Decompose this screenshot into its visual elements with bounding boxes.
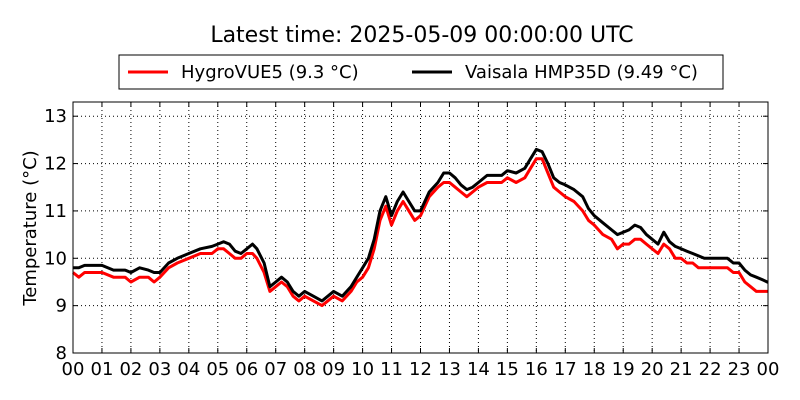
y-tick-label: 11 — [44, 201, 67, 222]
chart-title: Latest time: 2025-05-09 00:00:00 UTC — [210, 23, 633, 48]
x-tick-label: 02 — [119, 359, 142, 380]
axis-ticks: 00 01 02 03 04 05 06 07 08 09 10 11 12 13 14 15 16 17 18 19… — [44, 102, 779, 380]
y-tick-label: 9 — [56, 296, 67, 317]
x-tick-label: 21 — [670, 359, 693, 380]
x-tick-label: 06 — [235, 359, 258, 380]
x-tick-label: 01 — [91, 359, 114, 380]
x-tick-label: 11 — [380, 359, 403, 380]
x-tick-label: 23 — [728, 359, 751, 380]
x-tick-label: 08 — [293, 359, 316, 380]
x-tick-label: 04 — [177, 359, 200, 380]
x-tick-label: 22 — [699, 359, 722, 380]
y-axis-label: Temperature (°C) — [20, 150, 41, 306]
x-tick-label: 12 — [409, 359, 432, 380]
x-tick-label: 03 — [148, 359, 171, 380]
legend-label-vaisala: Vaisala HMP35D (9.49 °C) — [465, 62, 698, 83]
legend: HygroVUE5 (9.3 °C) Vaisala HMP35D (9.49 … — [118, 54, 724, 90]
legend-label-hygrovue5: HygroVUE5 (9.3 °C) — [181, 62, 359, 83]
plot-frame — [72, 101, 769, 354]
y-tick-label: 8 — [56, 343, 67, 364]
x-tick-label: 19 — [612, 359, 635, 380]
x-tick-label: 09 — [322, 359, 345, 380]
x-tick-label: 00 — [62, 359, 85, 380]
x-tick-label: 17 — [554, 359, 577, 380]
x-tick-label: 18 — [583, 359, 606, 380]
series-line-vaisala — [73, 147, 769, 303]
x-tick-label: 16 — [525, 359, 548, 380]
grid-lines — [73, 102, 768, 353]
x-tick-label: 13 — [438, 359, 461, 380]
series-line-hygrovue5 — [72, 157, 768, 308]
x-tick-label: 15 — [496, 359, 519, 380]
x-tick-label: 07 — [264, 359, 287, 380]
series-lines — [72, 147, 769, 308]
x-tick-label: 14 — [467, 359, 490, 380]
x-tick-label: 10 — [351, 359, 374, 380]
y-tick-label: 12 — [44, 154, 67, 175]
y-tick-label: 13 — [44, 106, 67, 127]
y-tick-label: 10 — [44, 248, 67, 269]
x-tick-label: 00 — [757, 359, 780, 380]
x-tick-label: 20 — [641, 359, 664, 380]
x-tick-label: 05 — [206, 359, 229, 380]
